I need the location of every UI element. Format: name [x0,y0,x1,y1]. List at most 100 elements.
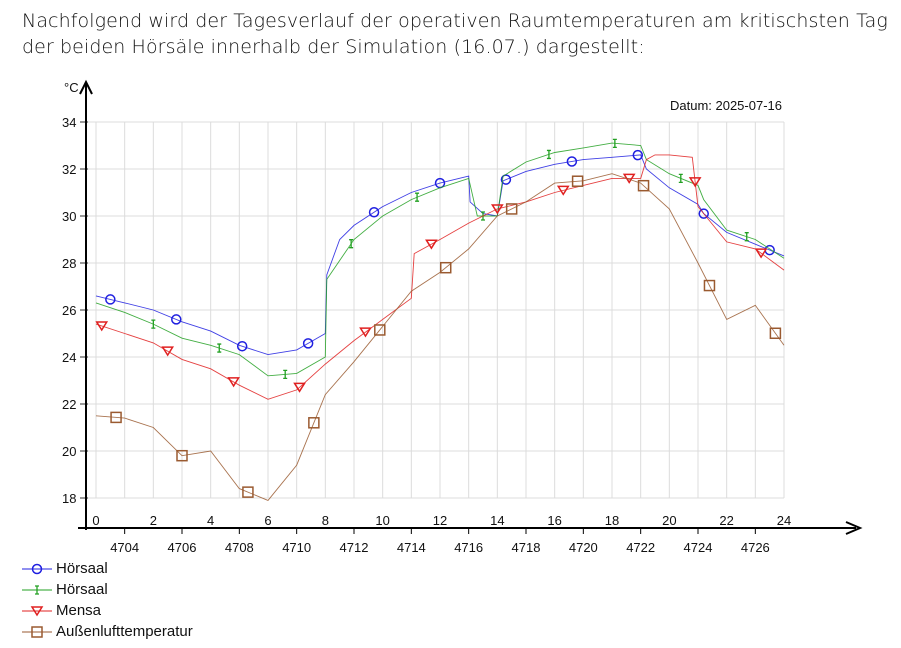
data-point-marker [105,294,116,305]
y-tick-label: 34 [62,115,76,130]
y-tick-label: 18 [62,491,76,506]
legend: Hörsaal Hörsaal Mensa Außenlufttemperatur [22,558,193,642]
legend-item: Mensa [22,600,193,621]
data-point-marker [374,324,386,336]
legend-swatch [22,625,52,638]
legend-item: Außenlufttemperatur [22,621,193,642]
data-point-marker [632,149,644,161]
x-tick-label: 22 [719,513,733,528]
data-point-marker [368,206,380,218]
secondary-x-tick-label: 4726 [741,540,770,555]
legend-label: Mensa [56,602,102,619]
secondary-x-tick-label: 4724 [684,540,713,555]
data-point-marker [505,203,518,215]
data-point-marker [161,346,175,357]
intro-text: Nachfolgend wird der Tagesverlauf der op… [22,10,888,58]
legend-label: Hörsaal [56,581,108,598]
data-point-marker [302,338,314,349]
data-point-marker [612,138,617,149]
data-point-marker [415,192,420,202]
data-point-marker [490,204,504,215]
data-point-marker [698,208,709,219]
y-tick-label: 30 [62,209,76,224]
x-tick-label: 10 [375,513,389,528]
series-line [95,142,785,377]
triangle-down-icon [30,605,44,616]
x-tick-label: 4 [207,513,214,528]
data-point-marker [500,174,512,185]
x-tick-label: 6 [264,513,271,528]
secondary-x-tick-label: 4712 [340,540,369,555]
data-point-marker [754,248,768,259]
secondary-x-tick-label: 4708 [225,540,254,555]
date-annotation: Datum: 2025-07-16 [670,98,782,113]
data-point-marker [151,319,156,329]
y-tick-label: 26 [62,303,76,318]
x-tick-label: 20 [662,513,676,528]
y-tick-label: 24 [62,350,76,365]
y-tick-label: 22 [62,397,76,412]
y-axis-unit: °C [64,80,79,95]
secondary-x-tick-label: 4710 [282,540,311,555]
data-point-marker [637,179,650,192]
data-point-marker [425,239,438,250]
data-point-marker [110,411,122,424]
y-tick-label: 28 [62,256,76,271]
x-tick-label: 2 [150,513,157,528]
series-line [95,154,785,356]
data-point-marker [678,173,683,184]
data-point-marker [217,343,222,353]
x-axis-arrow [845,521,863,535]
square-icon [31,625,43,638]
data-point-marker [242,486,254,498]
x-tick-label: 8 [322,513,329,528]
data-point-marker [227,377,240,388]
legend-item: Hörsaal [22,558,193,579]
x-tick-label: 12 [433,513,447,528]
legend-swatch [22,605,52,616]
y-tick-label: 20 [62,444,76,459]
ibeam-icon [35,584,39,595]
data-point-marker [171,314,182,325]
secondary-x-tick-label: 4718 [512,540,541,555]
legend-label: Außenlufttemperatur [56,623,193,640]
y-tick-label: 32 [62,162,76,177]
series-group [95,138,785,501]
x-tick-label: 0 [92,513,99,528]
data-point-marker [744,232,749,242]
data-point-marker [283,369,288,380]
legend-swatch [22,563,52,574]
x-tick-label: 18 [605,513,619,528]
legend-swatch [22,584,52,595]
data-point-marker [688,177,702,188]
x-tick-label: 16 [547,513,561,528]
data-point-marker [359,327,372,338]
series-3 [95,173,785,501]
data-point-marker [703,279,716,292]
series-2 [95,154,785,400]
data-point-marker [546,149,551,160]
circle-icon [31,563,43,574]
grid [84,121,785,499]
data-point-marker [176,449,188,462]
secondary-x-tick-label: 4704 [110,540,139,555]
legend-label: Hörsaal [56,560,108,577]
x-tick-label: 24 [777,513,791,528]
data-point-marker [566,156,578,167]
data-point-marker [95,321,109,332]
secondary-x-tick-label: 4720 [569,540,598,555]
data-point-marker [236,340,248,352]
x-tick-label: 14 [490,513,504,528]
secondary-x-tick-label: 4716 [454,540,483,555]
data-point-marker [293,382,306,393]
data-point-marker [556,185,570,196]
y-axis-arrow [79,79,93,95]
data-point-marker [439,261,452,274]
data-point-marker [349,239,354,249]
secondary-x-tick-label: 4714 [397,540,426,555]
series-1 [95,138,785,380]
data-point-marker [308,417,320,429]
data-point-marker [769,327,782,340]
